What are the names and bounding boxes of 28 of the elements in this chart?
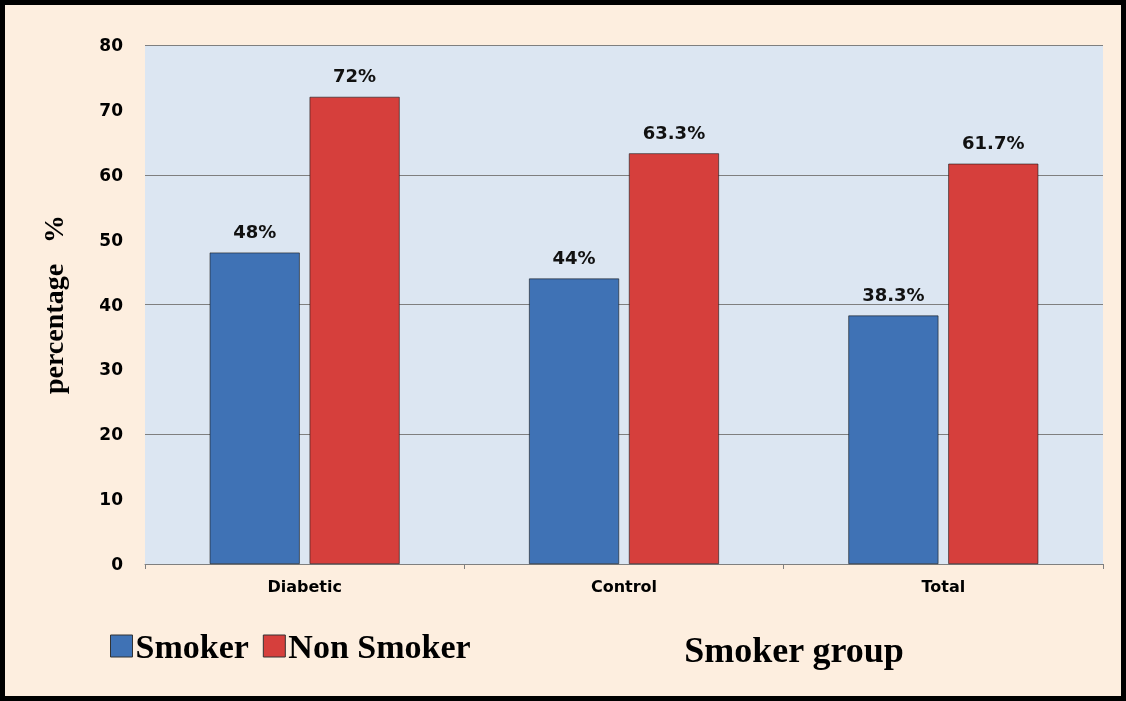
y-tick-label: 20 [99,424,124,445]
y-tick-label: 80 [99,35,124,55]
y-tick-label: 50 [99,229,124,250]
y-tick-label: 30 [99,359,124,380]
y-tick-label: 10 [99,489,124,510]
x-axis-title: Smoker group [684,630,904,670]
data-label: 61.7% [962,132,1025,154]
legend-label: Smoker [135,627,249,665]
y-tick-label: 0 [111,554,124,574]
x-tick-label: Total [921,576,966,596]
bar [309,96,400,564]
legend-label: Non Smoker [288,627,471,665]
data-label: 72% [333,65,377,87]
bar [628,153,719,564]
x-tick-label: Control [590,576,658,596]
x-tick-label: Diabetic [267,576,342,596]
bar [848,315,939,564]
y-tick-label: 70 [99,99,124,120]
bar [948,163,1039,564]
data-label: 63.3% [642,121,706,143]
bar [529,278,620,564]
bar [209,252,300,564]
y-axis-title: percentage % [37,214,69,395]
data-label: 38.3% [862,284,925,306]
y-tick-label: 60 [99,164,124,185]
y-tick-label: 40 [99,294,124,315]
data-label: 44% [552,247,596,269]
data-label: 48% [233,221,277,243]
